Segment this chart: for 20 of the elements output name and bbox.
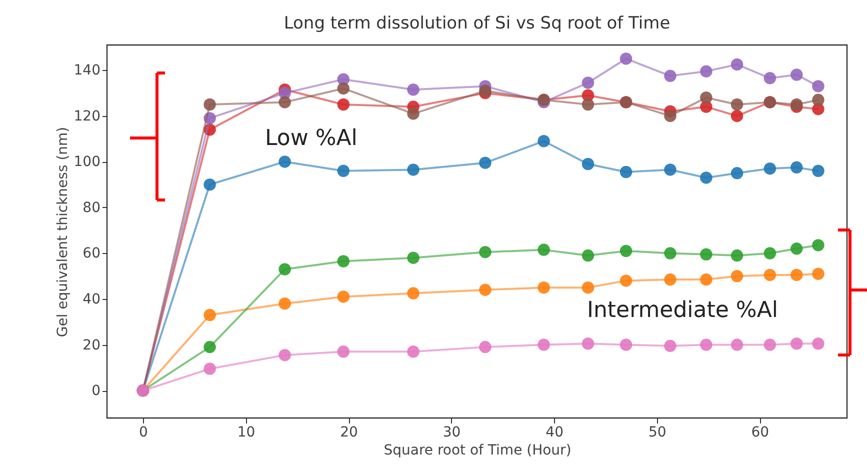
x-tick-label: 30 (442, 424, 461, 440)
y-tick-label: 0 (92, 383, 100, 400)
x-tick-label: 0 (139, 424, 148, 440)
x-axis-title: Square root of Time (Hour) (384, 442, 572, 458)
y-tick-label: 60 (82, 246, 100, 262)
y-axis-title: Gel equivalent thickness (nm) (54, 126, 71, 338)
y-tick-label: 80 (82, 200, 100, 216)
y-tick-label: 120 (74, 108, 100, 124)
y-tick-label: 20 (82, 337, 100, 354)
y-tick-label: 140 (74, 62, 100, 79)
y-tick-label: 100 (74, 154, 100, 170)
x-tick-label: 10 (237, 424, 256, 440)
x-tick-label: 20 (340, 424, 358, 440)
x-tick-label: 60 (751, 424, 770, 440)
chart-title: Long term dissolution of Si vs Sq root of Time (284, 13, 670, 34)
x-tick-label: 40 (546, 424, 564, 440)
y-tick-label: 40 (82, 292, 100, 308)
annotation: Intermediate %Al (587, 298, 778, 323)
x-tick-label: 50 (648, 424, 666, 440)
annotation: Low %Al (265, 126, 358, 151)
